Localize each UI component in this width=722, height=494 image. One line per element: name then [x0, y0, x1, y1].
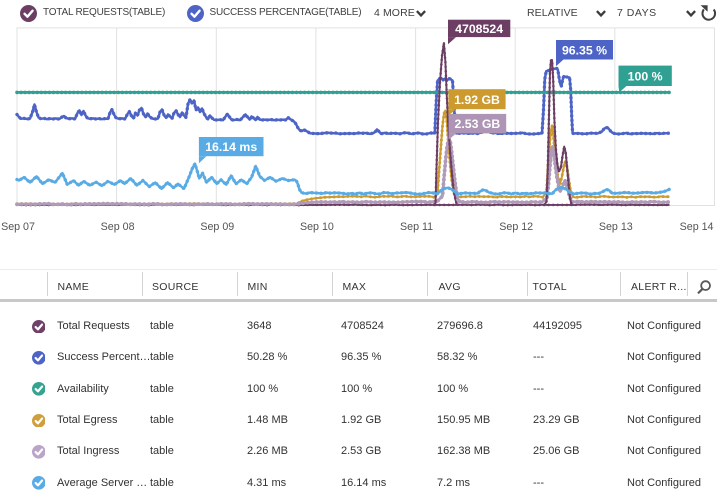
svg-text:96.35 %: 96.35 % [562, 43, 607, 57]
svg-text:Sep 09: Sep 09 [200, 221, 234, 233]
svg-text:4708524: 4708524 [455, 22, 503, 36]
svg-text:Sep 14: Sep 14 [680, 221, 714, 233]
svg-text:Sep 08: Sep 08 [101, 221, 135, 233]
svg-text:Sep 13: Sep 13 [599, 221, 633, 233]
svg-text:Sep 07: Sep 07 [1, 221, 35, 233]
svg-text:Sep 10: Sep 10 [300, 221, 334, 233]
svg-text:Sep 12: Sep 12 [499, 221, 533, 233]
svg-text:1.92 GB: 1.92 GB [454, 93, 500, 107]
svg-text:Sep 11: Sep 11 [400, 221, 433, 233]
svg-text:100 %: 100 % [628, 69, 663, 83]
svg-text:2.53 GB: 2.53 GB [455, 117, 501, 131]
svg-text:16.14 ms: 16.14 ms [205, 140, 257, 154]
